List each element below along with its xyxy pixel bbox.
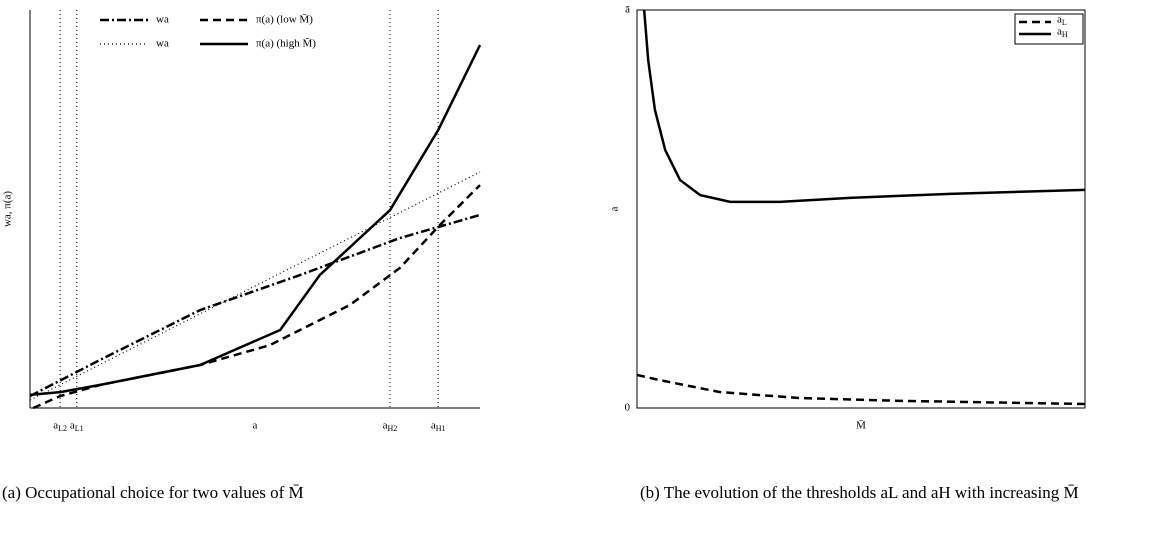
series-line [29, 213, 481, 398]
x-tick-label: aH1 [431, 420, 446, 433]
legend-label: aL [1057, 14, 1067, 27]
y-axis-label: wa, π(a) [2, 191, 14, 227]
series-line [29, 44, 482, 397]
legend-label: aH [1057, 26, 1068, 39]
series-line [642, 9, 1086, 204]
legend-label: π(a) (low M̄) [256, 14, 313, 26]
y-tick-label: ā [625, 4, 630, 16]
caption: (a) Occupational choice for two values o… [2, 483, 304, 502]
y-axis-label: a [609, 206, 621, 211]
x-tick-label: aH2 [383, 420, 398, 433]
series-line [29, 171, 481, 401]
caption: (b) The evolution of the thresholds aL a… [640, 483, 1079, 502]
series-line [636, 373, 1086, 406]
plot-frame [636, 9, 1086, 409]
figure: aL2 aL1 aH2 aH1 a wa, π(a) wa π(a) (low M̄) wa π(… [2, 4, 1086, 433]
y-tick-label: 0 [625, 402, 631, 414]
legend-label: wa [156, 38, 169, 50]
x-axis-label: M̄ [856, 420, 866, 432]
series-line [32, 184, 481, 410]
x-axis-label: a [253, 420, 258, 432]
legend-label: wa [156, 14, 169, 26]
legend-label: π(a) (high M̄) [256, 38, 316, 50]
legend-box [1014, 13, 1084, 45]
x-tick-label: aL2 [53, 420, 67, 433]
x-tick-label: aL1 [70, 420, 84, 433]
